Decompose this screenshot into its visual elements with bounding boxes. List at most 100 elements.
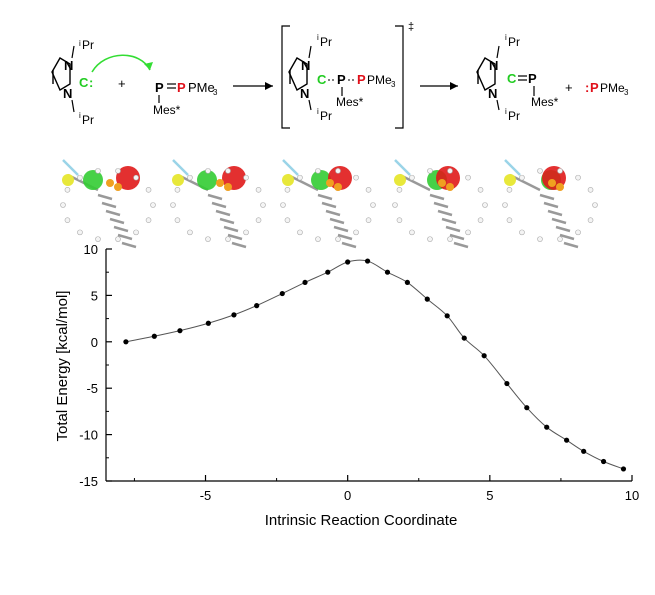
data-point (123, 339, 129, 345)
hydrogen-atom (519, 174, 525, 181)
hydrogen-atom (243, 229, 249, 236)
hydrogen-atom (205, 168, 211, 174)
bond (62, 159, 79, 176)
hydrogen-atom (427, 168, 433, 174)
y-tick-label: 0 (91, 335, 98, 350)
y-tick-label: -15 (79, 474, 98, 489)
data-point (564, 437, 570, 443)
y-tick-label: -5 (86, 381, 98, 396)
hydrogen-atom (447, 168, 453, 174)
ts-pme-label: PMe (367, 73, 392, 87)
phosphine-orbital-lobe (328, 166, 352, 190)
ts-n-top: N (301, 58, 310, 73)
ipr-bottom: Pr (82, 113, 94, 127)
hydrogen-atom (284, 187, 291, 193)
hydrogen-atom (353, 174, 359, 181)
bond (325, 209, 341, 217)
n-atom-bottom: N (63, 86, 72, 101)
sulfur-like-atom (504, 174, 516, 186)
bond (219, 217, 235, 225)
ts-ipr-sup-top: i (317, 33, 319, 42)
ts-n-bottom: N (300, 86, 309, 101)
pme3-label: PMe (188, 80, 215, 95)
energy-curve-line (125, 259, 624, 470)
hydrogen-atom (284, 217, 291, 223)
bond (211, 201, 227, 209)
bond (453, 241, 469, 249)
product-phosphaalkene: N N C P Mes* i Pr i Pr (476, 33, 559, 123)
x-tick-label: -5 (200, 488, 212, 503)
molecule-snapshot (280, 159, 376, 249)
ts-c-atom: C (317, 72, 327, 87)
ts-p-atom: P (337, 72, 346, 87)
hydrogen-atom (187, 174, 193, 181)
reaction-scheme: N N C : i Pr i Pr + P P PMe Mes* ‡ N N C… (51, 21, 629, 129)
prod-mes-label: Mes* (531, 95, 559, 109)
prod-ipr-top: Pr (508, 35, 520, 49)
phosphorus-atom (556, 183, 564, 191)
phosphine-me3-sub: 3 (624, 88, 629, 97)
molecule-snapshot (60, 159, 156, 249)
sulfur-like-atom (172, 174, 184, 186)
phosphorus-atom (334, 183, 342, 191)
hydrogen-atom (465, 174, 471, 181)
hydrogen-atom (315, 236, 321, 242)
x-tick-label: 5 (486, 488, 493, 503)
hydrogen-atom (297, 174, 303, 181)
y-tick-label: 5 (91, 288, 98, 303)
bond (555, 225, 571, 233)
transition-state: ‡ N N C P P PMe 3 Mes* i Pr i Pr (281, 21, 414, 129)
hydrogen-atom (64, 187, 71, 193)
sulfur-like-atom (394, 174, 406, 186)
data-point (600, 458, 607, 465)
bond (441, 217, 457, 225)
phosphine-orbital-lobe (116, 166, 140, 190)
prod-c-atom: C (507, 71, 517, 86)
bond (539, 193, 555, 201)
hydrogen-atom (60, 202, 66, 208)
carbene-lone-pair: : (89, 75, 93, 90)
hydrogen-atom (557, 168, 563, 174)
hydrogen-atom (260, 202, 266, 208)
data-point (254, 303, 260, 309)
hydrogen-atom (427, 236, 433, 242)
hydrogen-atom (365, 187, 372, 193)
data-point (279, 290, 285, 297)
carbene-c-atom: C (79, 75, 89, 90)
p-atom: P (155, 80, 164, 95)
bond (227, 233, 243, 241)
molecule-snapshot (392, 159, 488, 249)
phosphorus-atom (438, 179, 446, 187)
hydrogen-atom (392, 202, 398, 208)
data-point (151, 333, 157, 339)
hydrogen-atom (537, 236, 543, 242)
data-point (231, 312, 237, 318)
y-tick-label: -10 (79, 428, 98, 443)
hydrogen-atom (77, 229, 83, 236)
data-point (461, 335, 467, 341)
hydrogen-atom (370, 202, 376, 208)
plus-sign-2: + (565, 80, 573, 95)
hydrogen-atom (335, 236, 341, 242)
sulfur-like-atom (282, 174, 294, 186)
x-tick-label: 0 (344, 488, 351, 503)
ipr-top: Pr (82, 38, 94, 52)
bond (97, 193, 113, 201)
bond (207, 193, 223, 201)
bond (223, 225, 239, 233)
x-axis-label: Intrinsic Reaction Coordinate (265, 512, 458, 529)
ts-p-red-atom: P (357, 72, 366, 87)
carbene-orbital-lobe (83, 170, 103, 190)
data-point (364, 258, 371, 264)
ipr-sup-top: i (79, 39, 81, 48)
plus-sign-1: + (118, 76, 126, 91)
hydrogen-atom (145, 187, 152, 193)
p-red-atom: P (177, 80, 186, 95)
bond (121, 241, 137, 249)
hydrogen-atom (243, 174, 249, 181)
hydrogen-atom (477, 217, 484, 223)
data-point (345, 259, 351, 265)
prod-ipr-sup-top: i (505, 33, 507, 42)
data-point (481, 353, 487, 359)
hydrogen-atom (95, 168, 101, 174)
